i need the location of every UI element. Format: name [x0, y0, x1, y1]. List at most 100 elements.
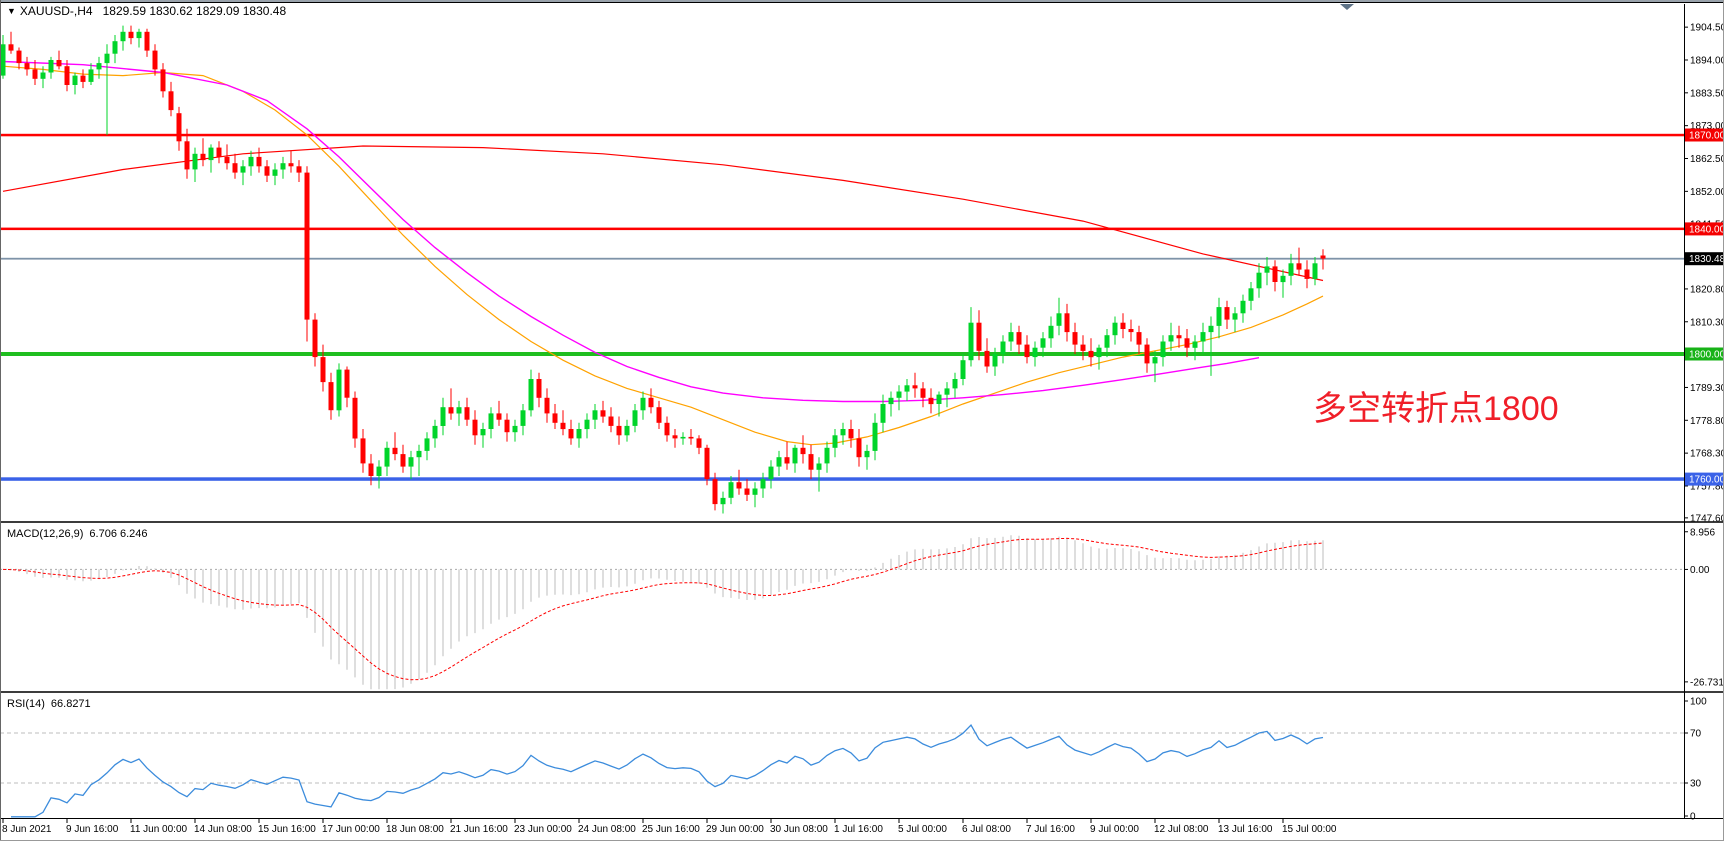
rsi-scale-label: 100: [1690, 697, 1707, 708]
candle-body: [760, 479, 766, 489]
candle-body: [736, 482, 742, 489]
candle-body: [336, 369, 342, 411]
candle-body: [768, 466, 774, 480]
candle-body: [1040, 338, 1046, 348]
price-tick-label: 1789.30: [1690, 383, 1724, 394]
candle-body: [696, 438, 702, 448]
price-badge-1800.00: [1685, 347, 1723, 361]
macd-scale-label: 0.00: [1690, 565, 1710, 576]
macd-name: MACD(12,26,9): [7, 528, 84, 540]
hline-1870.00[interactable]: [0, 133, 1684, 137]
candle-body: [1280, 275, 1286, 283]
candle-body: [1288, 263, 1294, 276]
candle-body: [304, 172, 310, 320]
candle-body: [208, 147, 214, 161]
candle-body: [560, 422, 566, 430]
candle-body: [1168, 335, 1174, 342]
candle-body: [584, 419, 590, 430]
price-badge-1870.00-text: 1870.00: [1689, 131, 1724, 142]
candle-body: [800, 447, 806, 455]
candle-body: [472, 419, 478, 436]
candle-body: [648, 397, 654, 408]
candle-body: [544, 397, 550, 414]
hline-1760.00[interactable]: [0, 477, 1684, 481]
candle-body: [752, 488, 758, 495]
price-axis[interactable]: 1904.50 1894.00 1883.50 1873.00 1862.50 1852.…: [1684, 4, 1724, 823]
time-tick-label: 13 Jul 16:00: [1218, 824, 1273, 835]
candle-body: [576, 429, 582, 439]
candle-body: [848, 429, 854, 439]
candle-body: [672, 435, 678, 439]
time-tick-label: 18 Jun 08:00: [386, 824, 444, 835]
price-tick-label: 1778.80: [1690, 416, 1724, 427]
separator-macd-rsi[interactable]: [0, 691, 1724, 693]
candle-body: [144, 31, 150, 51]
time-tick-label: 21 Jun 16:00: [450, 824, 508, 835]
candle-body: [920, 388, 926, 398]
candle-body: [360, 438, 366, 464]
candle-body: [936, 394, 942, 404]
quote-ohlc: 1829.59 1830.62 1829.09 1830.48: [102, 4, 287, 18]
rsi-name: RSI(14): [7, 698, 45, 710]
time-axis[interactable]: 8 Jun 2021 9 Jun 16:00 11 Jun 00:00 14 Jun …: [0, 818, 1724, 835]
candle-body: [992, 354, 998, 367]
macd-scale-label: 8.956: [1690, 527, 1715, 538]
candle-body: [40, 72, 46, 79]
candle-body: [1008, 332, 1014, 342]
ma-slow-magenta: [2, 60, 1260, 403]
candle-body: [896, 391, 902, 398]
candle-body: [640, 397, 646, 411]
candle-body: [1048, 325, 1054, 339]
candle-body: [16, 50, 22, 64]
candle-body: [112, 41, 118, 54]
price-tick-label: 1904.50: [1690, 23, 1724, 34]
hline-1840.00[interactable]: [0, 227, 1684, 231]
candle-body: [568, 429, 574, 439]
candle-body: [1304, 269, 1310, 279]
candle-body: [352, 397, 358, 439]
candle-body: [320, 357, 326, 383]
candle-body: [712, 479, 718, 505]
candle-body: [728, 482, 734, 498]
candle-body: [600, 410, 606, 417]
rsi-panel: [0, 724, 1684, 818]
candle-body: [456, 407, 462, 414]
candle-body: [56, 60, 62, 67]
price-badge-1840.00: [1685, 222, 1723, 236]
candle-body: [664, 422, 670, 436]
candle-body: [616, 425, 622, 436]
candle-body: [1312, 263, 1318, 279]
rsi-scale-label: 70: [1690, 729, 1702, 740]
candle-body: [1112, 322, 1118, 336]
candle-body: [1224, 307, 1230, 320]
rsi-scale-label: 0: [1690, 812, 1696, 823]
candle-body: [464, 407, 470, 420]
separator-main-macd[interactable]: [0, 521, 1724, 523]
price-badge-1800.00-text: 1800.00: [1689, 349, 1724, 360]
candle-body: [720, 497, 726, 505]
price-tick-label: 1810.30: [1690, 317, 1724, 328]
candle-body: [392, 447, 398, 455]
candle-body: [376, 466, 382, 476]
time-tick-label: 15 Jul 00:00: [1282, 824, 1337, 835]
candle-body: [72, 75, 78, 85]
price-badge-1870.00: [1685, 128, 1723, 142]
time-tick-label: 15 Jun 16:00: [258, 824, 316, 835]
candle-body: [1000, 341, 1006, 354]
candle-body: [128, 31, 134, 39]
candle-body: [1144, 344, 1150, 364]
candle-body: [1320, 255, 1326, 259]
symbol-period: XAUUSD-,H4: [19, 4, 93, 18]
time-tick-label: 5 Jul 00:00: [898, 824, 947, 835]
candle-body: [328, 382, 334, 411]
time-tick-label: 9 Jul 00:00: [1090, 824, 1139, 835]
candle-body: [872, 422, 878, 451]
candle-body: [912, 385, 918, 389]
hline-1800.00[interactable]: [0, 352, 1684, 356]
candle-body: [64, 66, 70, 85]
candle-body: [312, 319, 318, 358]
scroll-to-end-icon: [1340, 4, 1354, 10]
candle-body: [296, 166, 302, 173]
